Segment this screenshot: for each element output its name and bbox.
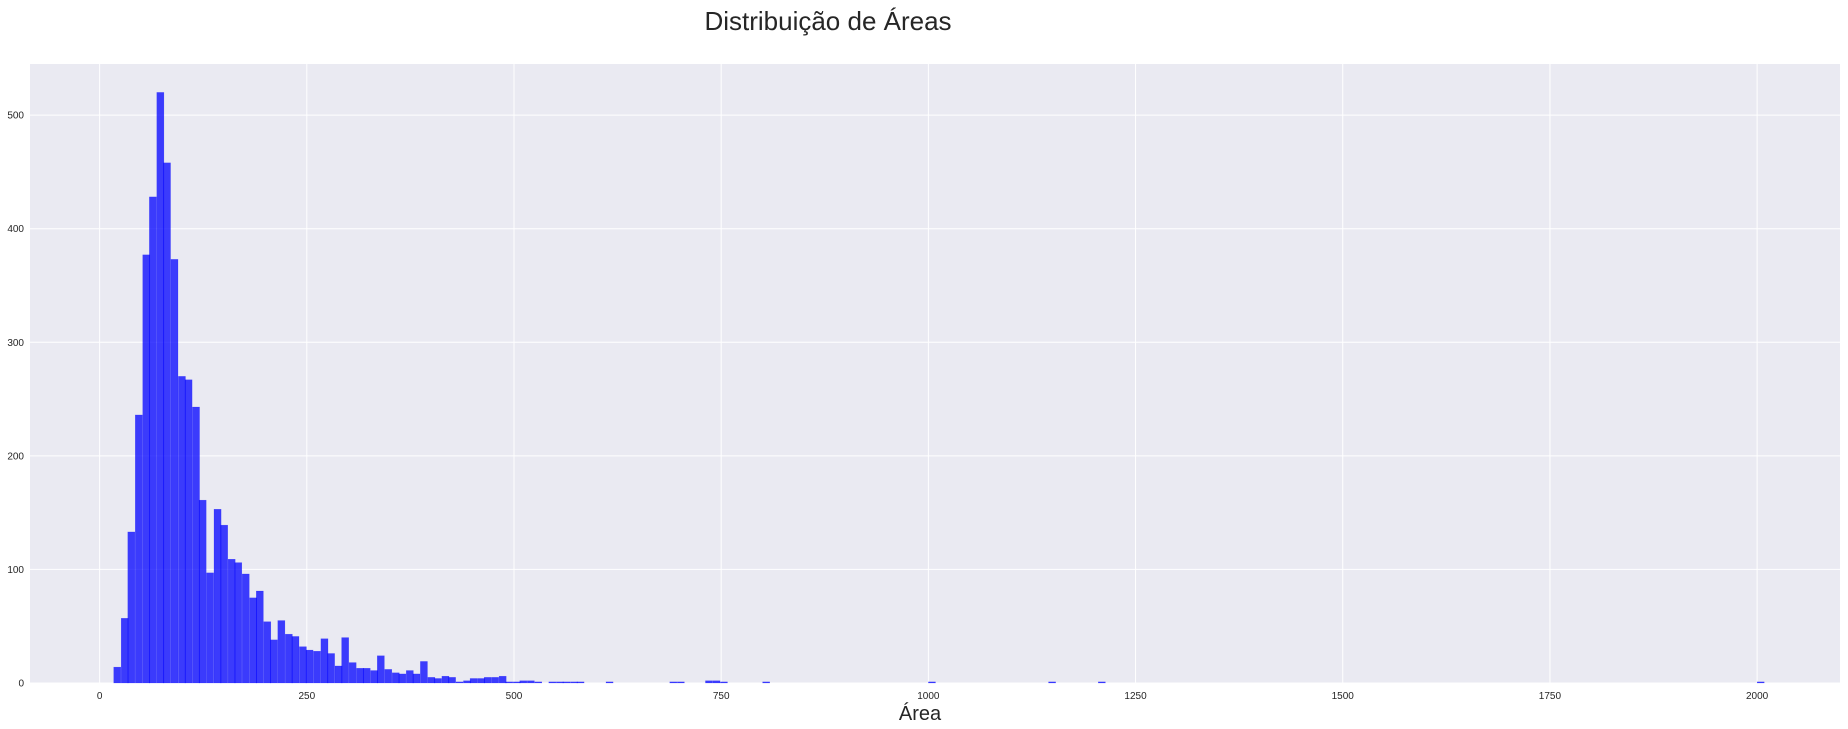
histogram-bar <box>384 669 393 684</box>
histogram-bar <box>412 673 421 684</box>
histogram-bar <box>1048 681 1056 684</box>
histogram-bar <box>448 677 456 684</box>
y-tick-label: 500 <box>7 111 24 122</box>
x-tick-label: 2000 <box>1746 691 1769 702</box>
y-tick-label: 100 <box>7 565 24 576</box>
histogram-bar <box>519 680 528 684</box>
histogram-bar <box>198 499 207 684</box>
histogram-bar <box>669 681 678 684</box>
chart-title: Distribuição de Áreas <box>704 6 951 36</box>
histogram-bar <box>334 665 343 684</box>
histogram-bar <box>377 655 385 684</box>
x-tick-label: 750 <box>713 691 730 702</box>
histogram-bar <box>234 562 243 684</box>
histogram-bar <box>320 638 329 684</box>
histogram-bar <box>356 668 364 684</box>
histogram-bar <box>762 681 770 684</box>
histogram-bar <box>391 672 400 684</box>
histogram-bar <box>491 677 499 684</box>
histogram-bar <box>163 162 171 684</box>
histogram-bar <box>1098 681 1106 684</box>
histogram-bar <box>149 196 157 684</box>
histogram-bar <box>469 678 478 684</box>
histogram-bar <box>299 646 307 684</box>
histogram-bar <box>570 681 578 684</box>
x-tick-label: 1000 <box>917 691 940 702</box>
histogram-bar <box>534 681 543 684</box>
y-tick-label: 300 <box>7 338 24 349</box>
histogram-bar <box>227 559 236 684</box>
histogram-bar <box>170 259 179 684</box>
histogram-bar <box>498 675 507 684</box>
histogram-bar <box>127 531 136 684</box>
histogram-bar <box>420 661 428 684</box>
histogram-bar <box>263 621 272 684</box>
x-axis-ticks: 0 250 500 750 1000 1250 1500 1750 2000 <box>97 691 1769 702</box>
histogram-bar <box>249 597 257 684</box>
histogram-bar <box>556 681 564 684</box>
histogram-bar <box>527 680 535 684</box>
x-tick-label: 1500 <box>1332 691 1355 702</box>
histogram-bar <box>548 681 557 684</box>
x-tick-label: 250 <box>298 691 315 702</box>
histogram-bar <box>256 590 264 684</box>
histogram-bar <box>305 649 314 684</box>
plot-area <box>30 64 1840 683</box>
histogram-bar <box>178 376 186 684</box>
grid-lines <box>30 64 1840 684</box>
histogram-bar <box>120 618 129 684</box>
histogram-bar <box>427 677 436 684</box>
histogram-bar <box>135 414 143 684</box>
y-tick-label: 200 <box>7 451 24 462</box>
histogram-bar <box>463 680 471 684</box>
histogram-bar <box>576 681 585 684</box>
histogram-bars <box>113 92 1765 684</box>
histogram-bar <box>512 681 521 684</box>
histogram-bar <box>156 92 165 684</box>
histogram-bar <box>677 681 685 684</box>
histogram-bar <box>477 678 485 684</box>
histogram-bar <box>285 633 293 684</box>
histogram-bar <box>505 681 514 684</box>
x-tick-label: 1750 <box>1539 691 1562 702</box>
histogram-bar <box>142 254 151 684</box>
histogram-bar <box>277 620 286 684</box>
histogram-bar <box>213 509 222 684</box>
x-tick-label: 0 <box>97 691 103 702</box>
histogram-bar <box>327 653 335 684</box>
x-axis-label: Área <box>899 702 942 725</box>
histogram-bar <box>441 675 450 684</box>
x-tick-label: 500 <box>506 691 523 702</box>
histogram-bar <box>1756 681 1765 684</box>
histogram-bar <box>348 662 357 684</box>
histogram-bar <box>192 406 200 684</box>
histogram-bar <box>928 681 936 684</box>
histogram-bar <box>370 670 378 684</box>
histogram-bar <box>434 678 442 684</box>
histogram-bar <box>220 524 228 684</box>
histogram-bar <box>712 680 721 684</box>
histogram-bar <box>241 573 250 684</box>
histogram-bar <box>562 681 571 684</box>
histogram-bar <box>605 681 614 684</box>
x-tick-label: 1250 <box>1124 691 1147 702</box>
histogram-bar <box>720 681 728 684</box>
y-axis-ticks: 0 100 200 300 400 500 <box>7 111 24 690</box>
y-tick-label: 400 <box>7 224 24 235</box>
histogram-bar <box>291 636 300 684</box>
histogram-bar <box>113 666 122 684</box>
histogram-bar <box>313 650 321 684</box>
histogram-bar <box>184 379 193 684</box>
histogram-bar <box>705 680 713 684</box>
y-tick-label: 0 <box>18 679 24 690</box>
histogram-bar <box>406 670 414 684</box>
histogram-bar <box>398 673 407 684</box>
histogram-bar <box>341 637 349 684</box>
histogram-bar <box>483 677 492 684</box>
histogram-bar <box>455 681 464 684</box>
histogram-bar <box>206 572 214 684</box>
histogram-bar <box>270 639 278 684</box>
histogram-bar <box>362 668 371 684</box>
